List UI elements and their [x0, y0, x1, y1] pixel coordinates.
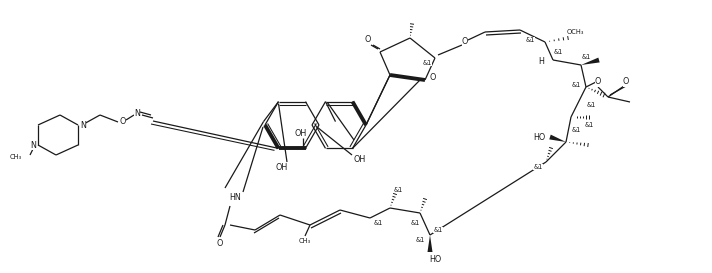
Text: O: O: [365, 35, 371, 44]
Polygon shape: [427, 235, 432, 252]
Text: &1: &1: [585, 122, 594, 128]
Text: &1: &1: [393, 187, 402, 193]
Text: &1: &1: [434, 227, 443, 233]
Polygon shape: [549, 135, 566, 142]
Text: CH₃: CH₃: [299, 238, 311, 244]
Text: &1: &1: [587, 102, 596, 108]
Text: &1: &1: [553, 49, 562, 55]
Text: OH: OH: [276, 162, 288, 171]
Text: &1: &1: [571, 82, 580, 88]
Text: &1: &1: [533, 164, 543, 170]
Text: O: O: [217, 239, 223, 248]
Text: &1: &1: [525, 37, 535, 43]
Text: O: O: [430, 73, 436, 82]
Text: HO: HO: [429, 256, 441, 265]
Text: O: O: [595, 78, 601, 87]
Text: &1: &1: [410, 220, 419, 226]
Text: &1: &1: [582, 54, 591, 60]
Text: HO: HO: [534, 132, 546, 141]
Text: O: O: [120, 117, 126, 126]
Text: OCH₃: OCH₃: [566, 29, 584, 35]
Text: &1: &1: [415, 237, 424, 243]
Text: N: N: [134, 108, 140, 117]
Text: O: O: [462, 37, 468, 46]
Text: HN: HN: [229, 194, 241, 203]
Text: OH: OH: [294, 129, 307, 138]
Text: CH₃: CH₃: [10, 154, 22, 160]
Text: O: O: [623, 78, 629, 87]
Text: &1: &1: [571, 127, 580, 133]
Text: N: N: [80, 120, 86, 129]
Text: &1: &1: [373, 220, 382, 226]
Text: &1: &1: [422, 60, 431, 66]
Text: OH: OH: [354, 156, 366, 165]
Text: N: N: [30, 141, 36, 150]
Polygon shape: [581, 58, 600, 65]
Text: H: H: [538, 58, 544, 67]
